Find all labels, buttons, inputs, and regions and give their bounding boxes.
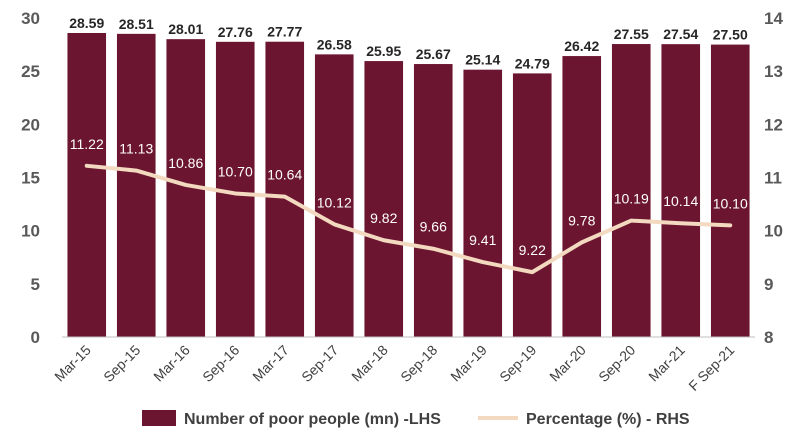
legend-label-line: Percentage (%) - RHS bbox=[526, 411, 690, 428]
right-axis-tick-label: 14 bbox=[764, 9, 783, 28]
bar-value-label: 26.58 bbox=[317, 36, 352, 52]
bar bbox=[512, 73, 552, 338]
x-axis-tick-label: F Sep-21 bbox=[685, 342, 737, 394]
line-value-label: 10.86 bbox=[168, 155, 203, 171]
bar-value-label: 27.77 bbox=[267, 24, 302, 40]
bar bbox=[710, 44, 750, 337]
right-axis-tick-label: 11 bbox=[764, 169, 782, 188]
bar bbox=[463, 69, 503, 337]
line-value-label: 11.22 bbox=[70, 136, 104, 152]
right-axis-tick-label: 10 bbox=[764, 222, 783, 241]
right-axis-tick-label: 12 bbox=[764, 115, 783, 134]
x-axis-tick-label: Mar-18 bbox=[348, 342, 391, 385]
right-axis-tick-label: 13 bbox=[764, 62, 783, 81]
bar bbox=[314, 54, 354, 338]
x-axis-tick-label: Sep-19 bbox=[496, 342, 539, 385]
bar bbox=[661, 44, 701, 338]
right-axis-tick-label: 9 bbox=[764, 275, 773, 294]
left-axis-tick-label: 5 bbox=[31, 275, 40, 294]
bar-value-label: 25.14 bbox=[465, 52, 500, 68]
right-axis: 8 9 10 11 12 13 14 bbox=[764, 9, 783, 347]
bar-value-label: 28.59 bbox=[69, 15, 104, 31]
legend-label-bars: Number of poor people (mn) -LHS bbox=[184, 411, 441, 428]
x-axis-tick-label: Mar-16 bbox=[150, 342, 193, 385]
bar bbox=[116, 33, 156, 338]
line-value-label: 10.64 bbox=[267, 167, 302, 183]
x-axis-tick-label: Sep-17 bbox=[298, 342, 341, 385]
line-value-label: 9.66 bbox=[420, 219, 447, 235]
bar bbox=[611, 44, 651, 337]
percentage-line-series bbox=[84, 163, 733, 275]
bar bbox=[364, 61, 404, 337]
x-axis-tick-label: Mar-20 bbox=[546, 342, 589, 385]
bar-value-label: 24.79 bbox=[515, 55, 550, 71]
left-axis-tick-label: 30 bbox=[21, 9, 40, 28]
bar-value-label: 25.67 bbox=[416, 46, 451, 62]
left-axis-tick-label: 20 bbox=[21, 115, 40, 134]
line-labels: 11.22 11.13 10.86 10.70 10.64 10.12 9.82 9.66 9.… bbox=[70, 136, 748, 258]
bar-value-label: 28.51 bbox=[119, 16, 154, 32]
line-value-label: 10.19 bbox=[614, 191, 649, 207]
x-axis-tick-label: Mar-15 bbox=[51, 342, 94, 385]
bar-labels: 28.59 28.51 28.01 27.76 27.77 26.58 25.95 25.67… bbox=[69, 15, 748, 71]
bar-value-label: 26.42 bbox=[564, 38, 599, 54]
bar-value-label: 25.95 bbox=[366, 43, 401, 59]
line-value-label: 10.12 bbox=[317, 194, 352, 210]
line-value-label: 11.13 bbox=[119, 141, 153, 157]
bar-value-label: 28.01 bbox=[168, 21, 203, 37]
line-value-label: 10.70 bbox=[218, 163, 253, 179]
bar bbox=[67, 32, 107, 337]
x-axis-tick-label: Sep-15 bbox=[100, 342, 143, 385]
legend-swatch-bars bbox=[142, 410, 176, 426]
bar bbox=[265, 41, 305, 337]
line-value-label: 9.22 bbox=[519, 242, 546, 258]
bar-value-label: 27.54 bbox=[663, 26, 698, 42]
bar-value-label: 27.76 bbox=[218, 24, 253, 40]
bar bbox=[562, 56, 602, 338]
x-axis-tick-label: Sep-18 bbox=[397, 342, 440, 385]
left-axis: 0 5 10 15 20 25 30 bbox=[21, 9, 40, 347]
percentage-line bbox=[84, 163, 733, 275]
line-value-label: 9.78 bbox=[568, 212, 595, 228]
line-value-label: 10.10 bbox=[713, 195, 748, 211]
line-value-label: 9.82 bbox=[370, 210, 397, 226]
left-axis-tick-label: 10 bbox=[21, 222, 40, 241]
left-axis-tick-label: 15 bbox=[21, 169, 40, 188]
bar bbox=[413, 64, 453, 338]
x-axis-tick-label: Sep-20 bbox=[595, 342, 638, 385]
left-axis-tick-label: 0 bbox=[31, 328, 40, 347]
line-value-label: 9.41 bbox=[469, 232, 496, 248]
legend: Number of poor people (mn) -LHS Percenta… bbox=[142, 410, 690, 428]
x-axis-tick-label: Mar-17 bbox=[249, 342, 292, 385]
x-axis-tick-label: Sep-16 bbox=[199, 342, 242, 385]
x-axis-tick-label: Mar-19 bbox=[447, 342, 490, 385]
bar-value-label: 27.55 bbox=[614, 26, 649, 42]
left-axis-tick-label: 25 bbox=[21, 62, 40, 81]
x-axis-tick-label: Mar-21 bbox=[645, 342, 688, 385]
line-value-label: 10.14 bbox=[663, 193, 698, 209]
bars bbox=[67, 32, 750, 338]
x-axis-ticks: Mar-15 Sep-15 Mar-16 Sep-16 Mar-17 Sep-17 Mar-… bbox=[51, 342, 737, 394]
right-axis-tick-label: 8 bbox=[764, 328, 773, 347]
bar-value-label: 27.50 bbox=[713, 27, 748, 43]
